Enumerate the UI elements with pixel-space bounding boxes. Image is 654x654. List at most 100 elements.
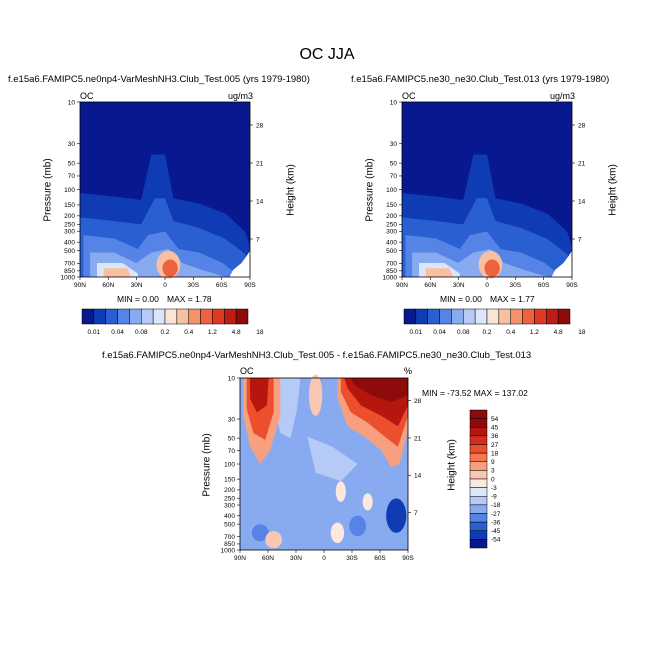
- colorbar-swatch: [105, 308, 118, 325]
- y2-tick-label: 7: [578, 236, 582, 243]
- y-tick-label: 500: [386, 248, 397, 255]
- colorbar-swatch: [469, 409, 488, 419]
- y-tick-label: 1000: [61, 274, 76, 281]
- colorbar-swatch: [469, 496, 488, 506]
- y2-tick-label: 28: [414, 398, 422, 405]
- y-tick-label: 200: [224, 487, 235, 494]
- colorbar-swatch: [522, 308, 535, 325]
- colorbar-swatch: [200, 308, 213, 325]
- colorbar-swatch: [152, 308, 166, 325]
- panel2-units-label: ug/m3: [550, 91, 576, 101]
- y-tick-label: 100: [64, 187, 75, 194]
- colorbar-swatch: [469, 521, 488, 531]
- colorbar-swatch: [469, 418, 488, 428]
- panel1-title: f.e15a6.FAMIPC5.ne0np4-VarMeshNH3.Club_T…: [8, 74, 310, 85]
- colorbar-label: 0: [491, 476, 495, 483]
- y2-tick-label: 14: [414, 473, 422, 480]
- field-band: [330, 522, 345, 544]
- colorbar-swatch: [176, 308, 189, 325]
- colorbar-label: -45: [491, 528, 501, 535]
- x-tick-label: 0: [485, 282, 489, 289]
- y-tick-label: 700: [224, 534, 235, 541]
- colorbar-swatch: [224, 308, 237, 325]
- colorbar-swatch: [469, 461, 488, 471]
- colorbar-label: 1.2: [530, 329, 539, 336]
- y2-tick-label: 28: [578, 122, 586, 129]
- y-tick-label: 150: [64, 202, 75, 209]
- colorbar-label: 0.2: [482, 329, 491, 336]
- field-band: [425, 268, 453, 277]
- panel2-min-label: MIN = 0.00: [440, 294, 482, 304]
- colorbar-label: 54: [491, 416, 499, 423]
- colorbar-swatch: [469, 539, 488, 549]
- colorbar-swatch: [188, 308, 201, 325]
- y-tick-label: 50: [390, 160, 398, 167]
- field-band: [484, 259, 500, 277]
- y-tick-label: 1000: [221, 547, 236, 554]
- colorbar-swatch: [463, 308, 476, 325]
- colorbar-swatch: [469, 504, 488, 514]
- field-band: [386, 498, 407, 533]
- colorbar-label: 3: [491, 468, 495, 475]
- colorbar-label: 0.08: [135, 329, 148, 336]
- colorbar-panel1: 0.01 0.04 0.08 0.2 0.4 1.2 4.8 18: [81, 308, 264, 336]
- field-band: [273, 378, 301, 439]
- y2-tick-label: 21: [578, 160, 586, 167]
- y-tick-label: 200: [386, 213, 397, 220]
- colorbar-swatch: [546, 308, 559, 325]
- colorbar-label: 0.4: [184, 329, 193, 336]
- x-tick-label: 60S: [538, 282, 550, 289]
- colorbar-label: -27: [491, 511, 501, 518]
- y2-tick-label: 7: [256, 236, 260, 243]
- colorbar-swatch: [141, 308, 154, 325]
- colorbar-swatch: [129, 308, 142, 325]
- colorbar-label: -54: [491, 537, 501, 544]
- field-band: [350, 378, 408, 403]
- field-band: [362, 493, 373, 511]
- x-tick-label: 90S: [566, 282, 578, 289]
- y-tick-label: 70: [390, 173, 398, 180]
- y-tick-label: 150: [224, 476, 235, 483]
- colorbar-swatch: [469, 487, 488, 497]
- colorbar-label: 1.2: [208, 329, 217, 336]
- x-tick-label: 0: [163, 282, 167, 289]
- panel-3-plot: 90N 60N 30N 0 30S 60S 90S 10 30 50 70 100 150 200 2503…: [221, 374, 422, 562]
- colorbar-swatch: [117, 308, 130, 325]
- colorbar-label: -18: [491, 502, 501, 509]
- x-tick-label: 30N: [290, 555, 302, 562]
- colorbar-swatch: [534, 308, 547, 325]
- panel2-max-label: MAX = 1.77: [490, 294, 535, 304]
- y-tick-label: 1000: [383, 274, 398, 281]
- colorbar-swatch: [164, 308, 178, 325]
- y-tick-label: 700: [64, 261, 75, 268]
- colorbar-label: -3: [491, 485, 497, 492]
- colorbar-swatch: [93, 308, 106, 325]
- x-tick-label: 90S: [244, 282, 256, 289]
- x-tick-label: 30S: [510, 282, 522, 289]
- colorbar-label: 4.8: [232, 329, 241, 336]
- x-tick-label: 60S: [216, 282, 228, 289]
- colorbar-label: 0.01: [410, 329, 423, 336]
- field-band: [162, 259, 178, 277]
- colorbar-swatch: [81, 308, 95, 325]
- colorbar-swatch: [498, 308, 511, 325]
- y-tick-label: 70: [228, 448, 236, 455]
- field-band: [307, 436, 358, 482]
- panel1-min-label: MIN = 0.00: [117, 294, 159, 304]
- y-tick-label: 10: [390, 99, 398, 106]
- x-tick-label: 60N: [262, 555, 274, 562]
- y-tick-label: 500: [64, 248, 75, 255]
- y-tick-label: 250: [224, 496, 235, 503]
- x-tick-label: 30N: [131, 282, 143, 289]
- colorbar-swatch: [427, 308, 440, 325]
- colorbar-label: 0.01: [88, 329, 101, 336]
- y-tick-label: 400: [64, 239, 75, 246]
- y-tick-label: 100: [224, 461, 235, 468]
- field-band: [349, 515, 366, 537]
- colorbar-swatch: [469, 452, 488, 462]
- colorbar-swatch: [510, 308, 523, 325]
- colorbar-label: 18: [491, 450, 499, 457]
- panel3-variable-label: OC: [240, 366, 254, 376]
- y2-tick-label: 28: [256, 122, 264, 129]
